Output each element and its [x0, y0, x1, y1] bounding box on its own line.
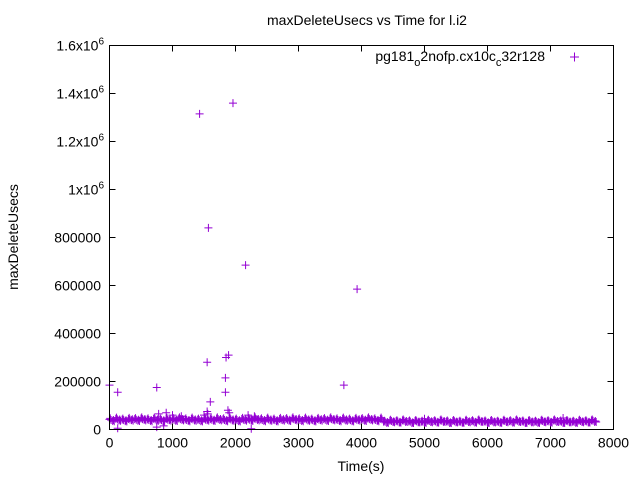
data-point — [195, 109, 204, 118]
legend-marker — [570, 52, 579, 62]
data-point — [152, 383, 161, 392]
data-point — [162, 408, 171, 417]
data-point — [353, 285, 362, 294]
data-point — [225, 408, 234, 417]
chart-title: maxDeleteUsecs vs Time for l.i2 — [267, 12, 467, 28]
data-point — [339, 381, 348, 390]
data-point — [247, 424, 256, 433]
y-tick-label: 1.6x106 — [56, 37, 104, 54]
data-point — [113, 424, 122, 433]
x-tick-label: 8000 — [598, 435, 629, 451]
y-tick-label: 600000 — [54, 278, 101, 294]
data-point — [224, 351, 233, 360]
data-point — [221, 373, 230, 382]
data-point — [228, 99, 237, 108]
data-point — [221, 388, 230, 397]
x-tick-label: 1000 — [157, 435, 188, 451]
y-tick-label: 200000 — [54, 374, 101, 390]
legend-label: pg181o2nofp.cx10cc32r128 — [375, 48, 545, 69]
data-point — [244, 411, 253, 420]
x-tick-label: 6000 — [472, 435, 503, 451]
x-tick-label: 4000 — [346, 435, 377, 451]
data-point — [177, 412, 186, 421]
x-tick-label: 3000 — [283, 435, 314, 451]
y-axis-label: maxDeleteUsecs — [5, 184, 21, 290]
data-point — [250, 412, 259, 421]
y-tick-label: 0 — [93, 422, 101, 438]
data-point — [591, 417, 600, 426]
data-point — [420, 414, 429, 423]
x-tick-label: 7000 — [535, 435, 566, 451]
x-tick-label: 5000 — [409, 435, 440, 451]
data-point — [203, 358, 212, 367]
y-tick-label: 1.2x106 — [56, 133, 104, 150]
data-point — [592, 418, 601, 427]
data-point — [154, 409, 163, 418]
data-point — [206, 397, 215, 406]
plot-border — [109, 45, 614, 430]
legend: pg181o2nofp.cx10cc32r128 — [375, 48, 579, 69]
x-tick-label: 0 — [106, 435, 114, 451]
y-tick-label: 1x106 — [68, 181, 104, 198]
data-point — [204, 223, 213, 232]
data-point — [159, 421, 168, 430]
data-point — [203, 409, 212, 418]
data-point — [168, 411, 177, 420]
data-point — [113, 388, 122, 397]
y-tick-label: 1.4x106 — [56, 85, 104, 102]
data-point — [200, 411, 208, 420]
y-tick-label: 400000 — [54, 326, 101, 342]
x-tick-label: 2000 — [220, 435, 251, 451]
x-axis-label: Time(s) — [338, 458, 385, 474]
data-point — [241, 261, 250, 270]
y-tick-label: 800000 — [54, 230, 101, 246]
data-point — [559, 413, 568, 422]
